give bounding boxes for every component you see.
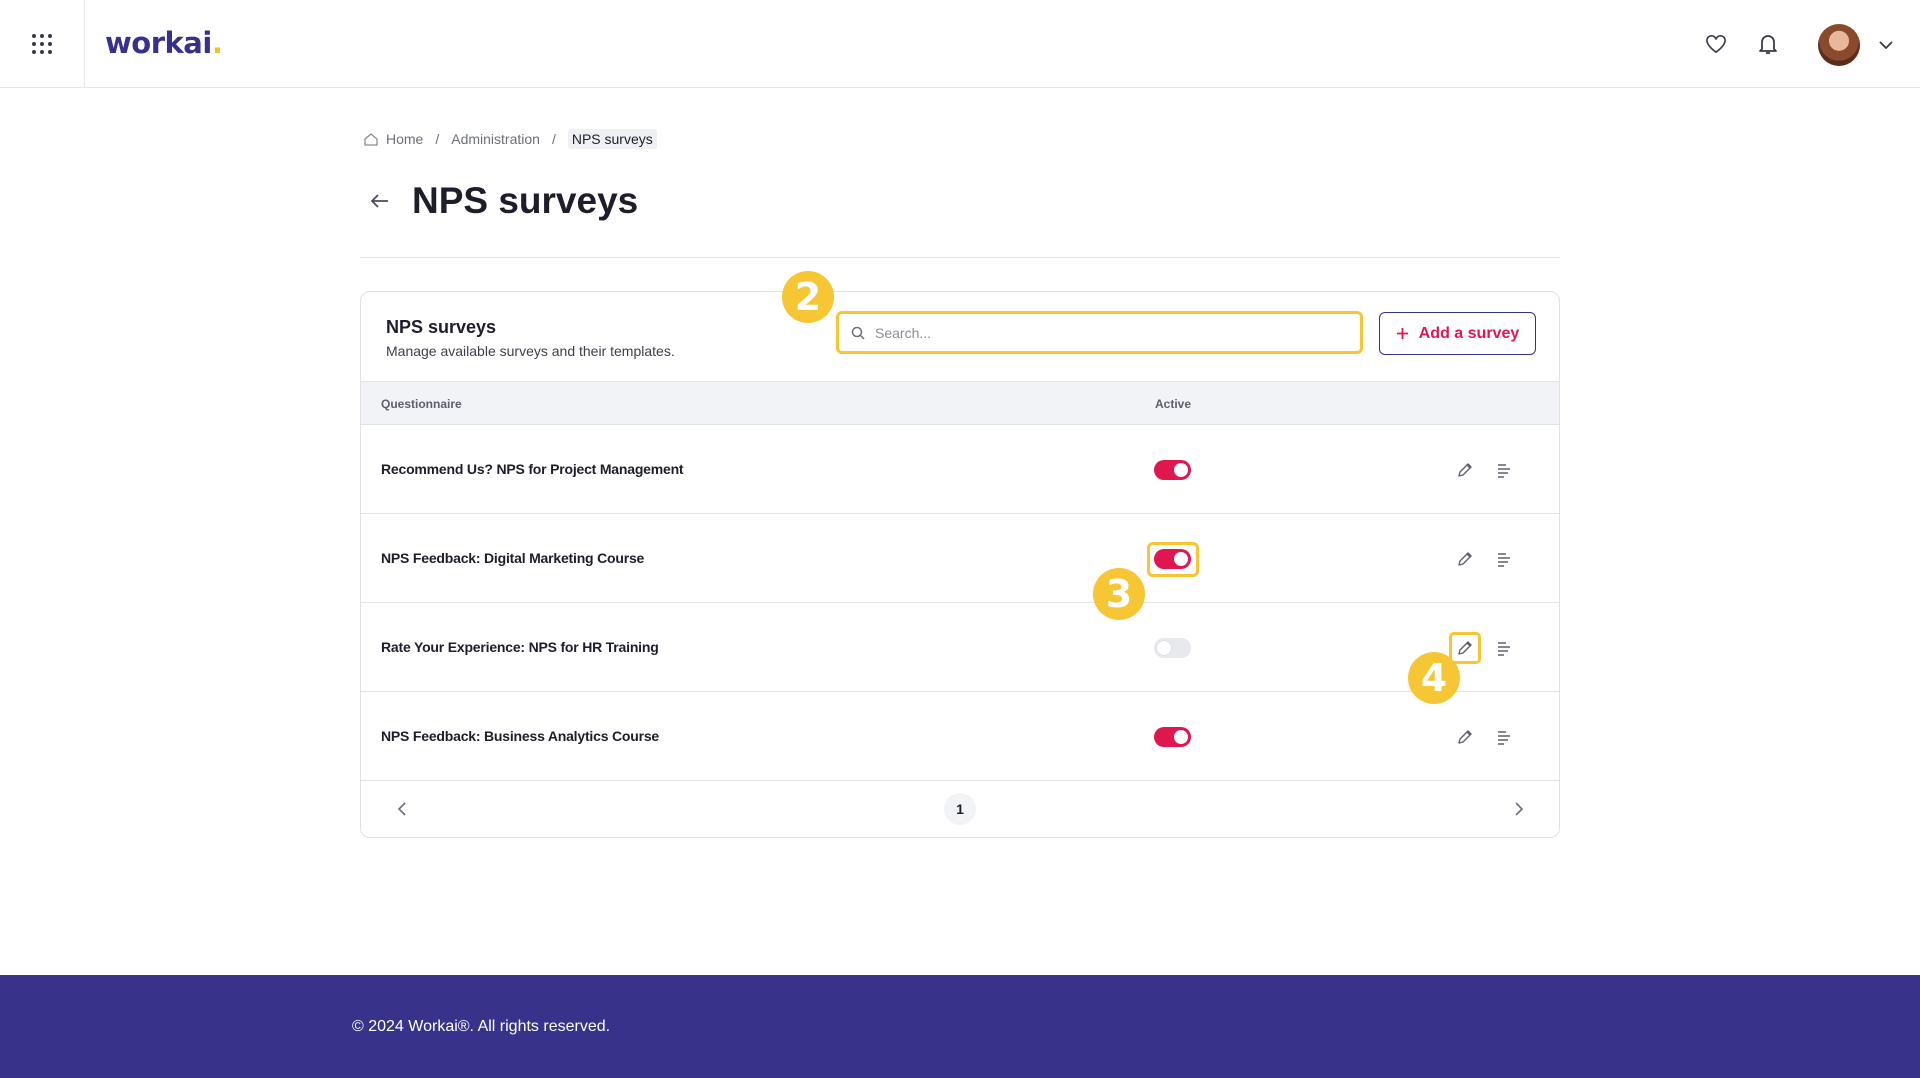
survey-name: Recommend Us? NPS for Project Management: [381, 461, 684, 477]
add-survey-label: Add a survey: [1418, 324, 1520, 342]
favorites-button[interactable]: [1700, 28, 1732, 60]
breadcrumb-current: NPS surveys: [567, 129, 657, 149]
chevron-right-icon: [1514, 802, 1523, 816]
active-toggle[interactable]: [1154, 460, 1191, 480]
next-page-button[interactable]: [1507, 797, 1531, 821]
logo-text: workai: [105, 26, 212, 60]
results-button[interactable]: [1491, 546, 1517, 572]
pagination: 1: [361, 781, 1559, 837]
breadcrumb-separator: /: [551, 131, 556, 147]
results-button[interactable]: [1491, 457, 1517, 483]
page-title: NPS surveys: [412, 180, 639, 221]
column-header-questionnaire: Questionnaire: [381, 397, 462, 411]
plus-icon: [1396, 328, 1408, 339]
edit-button[interactable]: [1452, 724, 1478, 750]
active-toggle[interactable]: [1154, 549, 1191, 569]
table-row: Rate Your Experience: NPS for HR Trainin…: [361, 603, 1559, 692]
active-toggle[interactable]: [1154, 638, 1191, 658]
user-menu-toggle[interactable]: [1872, 34, 1900, 56]
pencil-icon: [1458, 641, 1472, 655]
top-bar: workai.: [0, 0, 1920, 88]
breadcrumb-administration[interactable]: Administration: [451, 131, 540, 147]
breadcrumb-home-label: Home: [386, 131, 424, 147]
apps-menu-button[interactable]: [0, 0, 85, 87]
table-row: NPS Feedback: Digital Marketing Course: [361, 514, 1559, 603]
align-left-icon: [1498, 553, 1510, 567]
card-header: NPS surveys Manage available surveys and…: [361, 292, 1559, 381]
breadcrumb-separator: /: [435, 131, 440, 147]
edit-button[interactable]: [1449, 632, 1481, 664]
edit-button[interactable]: [1452, 457, 1478, 483]
surveys-card: NPS surveys Manage available surveys and…: [360, 291, 1560, 838]
card-subtitle: Manage available surveys and their templ…: [386, 343, 675, 359]
breadcrumb-home[interactable]: Home: [364, 131, 423, 147]
user-avatar[interactable]: [1818, 24, 1860, 66]
add-survey-button[interactable]: Add a survey: [1379, 312, 1536, 355]
search-icon: [851, 326, 865, 340]
results-button[interactable]: [1491, 724, 1517, 750]
survey-name: NPS Feedback: Digital Marketing Course: [381, 550, 645, 566]
survey-name: NPS Feedback: Business Analytics Course: [381, 728, 660, 744]
chevron-left-icon: [397, 802, 406, 816]
toggle-highlight: [1147, 542, 1199, 577]
table-row: NPS Feedback: Business Analytics Course: [361, 692, 1559, 781]
pencil-icon: [1458, 730, 1472, 744]
back-button[interactable]: [366, 187, 394, 215]
notifications-button[interactable]: [1752, 28, 1784, 60]
search-input[interactable]: [875, 324, 1335, 341]
align-left-icon: [1498, 731, 1510, 745]
edit-button[interactable]: [1452, 546, 1478, 572]
home-icon: [364, 132, 378, 146]
footer: © 2024 Workai®. All rights reserved.: [0, 975, 1920, 1078]
align-left-icon: [1498, 642, 1510, 656]
heart-icon: [1706, 35, 1726, 53]
column-header-active: Active: [1155, 397, 1192, 411]
results-button[interactable]: [1491, 635, 1517, 661]
search-field[interactable]: [836, 311, 1363, 354]
bell-icon: [1759, 35, 1777, 54]
table-header: Questionnaire Active: [361, 381, 1559, 425]
workai-logo[interactable]: workai.: [105, 26, 223, 60]
page-number[interactable]: 1: [944, 793, 976, 825]
logo-dot: .: [211, 26, 223, 60]
active-toggle[interactable]: [1154, 727, 1191, 747]
pencil-icon: [1458, 552, 1472, 566]
step-badge-3: 3: [1093, 568, 1145, 620]
footer-copyright: © 2024 Workai®. All rights reserved.: [352, 1018, 611, 1035]
arrow-left-icon: [371, 194, 388, 208]
survey-name: Rate Your Experience: NPS for HR Trainin…: [381, 639, 659, 655]
chevron-down-icon: [1879, 40, 1893, 49]
table-row: Recommend Us? NPS for Project Management: [361, 425, 1559, 514]
previous-page-button[interactable]: [389, 797, 413, 821]
step-badge-4: 4: [1408, 652, 1460, 704]
breadcrumb: Home / Administration / NPS surveys: [364, 129, 657, 149]
step-badge-2: 2: [782, 271, 834, 323]
apps-grid-icon: [32, 33, 52, 54]
pencil-icon: [1458, 463, 1472, 477]
title-divider: [360, 257, 1560, 258]
card-title: NPS surveys: [386, 317, 497, 337]
align-left-icon: [1498, 464, 1510, 478]
